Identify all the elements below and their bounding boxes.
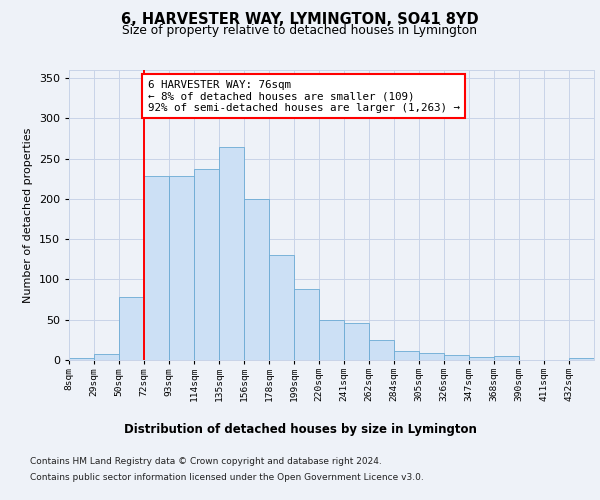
Bar — [444, 355, 469, 360]
Bar — [94, 354, 119, 360]
Text: Distribution of detached houses by size in Lymington: Distribution of detached houses by size … — [124, 422, 476, 436]
Text: Contains public sector information licensed under the Open Government Licence v3: Contains public sector information licen… — [30, 472, 424, 482]
Bar — [369, 340, 394, 360]
Bar — [394, 351, 419, 360]
Bar — [169, 176, 194, 360]
Bar — [469, 357, 494, 360]
Y-axis label: Number of detached properties: Number of detached properties — [23, 128, 33, 302]
Bar — [494, 356, 519, 360]
Bar — [569, 358, 594, 360]
Bar — [319, 320, 344, 360]
Bar — [294, 289, 319, 360]
Text: 6, HARVESTER WAY, LYMINGTON, SO41 8YD: 6, HARVESTER WAY, LYMINGTON, SO41 8YD — [121, 12, 479, 28]
Bar — [219, 146, 244, 360]
Bar — [269, 256, 294, 360]
Bar — [119, 297, 144, 360]
Text: 6 HARVESTER WAY: 76sqm
← 8% of detached houses are smaller (109)
92% of semi-det: 6 HARVESTER WAY: 76sqm ← 8% of detached … — [148, 80, 460, 113]
Text: Size of property relative to detached houses in Lymington: Size of property relative to detached ho… — [122, 24, 478, 37]
Text: Contains HM Land Registry data © Crown copyright and database right 2024.: Contains HM Land Registry data © Crown c… — [30, 458, 382, 466]
Bar — [344, 323, 369, 360]
Bar — [194, 169, 219, 360]
Bar — [144, 176, 169, 360]
Bar — [69, 358, 94, 360]
Bar — [244, 199, 269, 360]
Bar — [419, 353, 444, 360]
